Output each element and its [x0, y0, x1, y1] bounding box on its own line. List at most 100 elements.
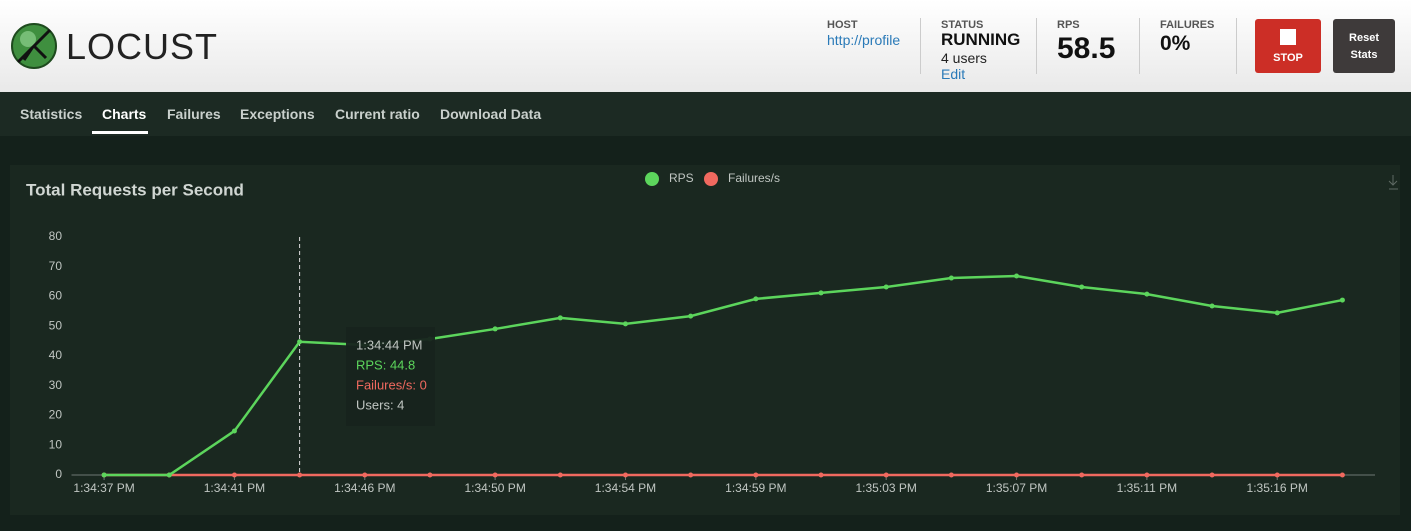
- y-tick-label: 50: [49, 318, 63, 332]
- data-point: [883, 284, 889, 290]
- data-point: [231, 472, 237, 478]
- status-value: RUNNING: [941, 30, 1021, 49]
- data-point: [1209, 303, 1215, 309]
- data-point: [101, 472, 107, 478]
- data-point: [1144, 291, 1150, 297]
- stop-icon: [1280, 29, 1296, 45]
- tooltip-box: [346, 327, 435, 426]
- legend-label: RPS: [669, 171, 694, 185]
- data-point: [883, 472, 889, 478]
- nav-bar: [0, 92, 1411, 136]
- x-tick-label: 1:35:03 PM: [856, 481, 917, 495]
- data-point: [688, 313, 694, 319]
- y-tick-label: 40: [49, 348, 63, 362]
- separator: [1036, 18, 1037, 74]
- nav-tab[interactable]: Charts: [92, 106, 148, 134]
- data-point: [297, 339, 303, 345]
- download-icon[interactable]: [1388, 175, 1398, 190]
- data-point: [1079, 472, 1085, 478]
- data-point: [557, 472, 563, 478]
- x-tick-label: 1:35:16 PM: [1247, 481, 1308, 495]
- data-point: [818, 472, 824, 478]
- x-tick-label: 1:34:37 PM: [73, 481, 134, 495]
- data-point: [492, 472, 498, 478]
- y-tick-label: 0: [55, 467, 62, 481]
- x-tick-label: 1:34:46 PM: [334, 481, 395, 495]
- reset-text: Reset Stats: [1349, 32, 1379, 61]
- tooltip-line: Users: 4: [356, 397, 404, 412]
- data-point: [1079, 284, 1085, 290]
- data-point: [753, 296, 759, 302]
- nav-tab[interactable]: Failures: [167, 106, 221, 122]
- rps-value: 58.5: [1057, 32, 1116, 65]
- x-tick-label: 1:35:07 PM: [986, 481, 1047, 495]
- x-tick-label: 1:34:59 PM: [725, 481, 786, 495]
- data-point: [622, 472, 628, 478]
- data-point: [362, 472, 368, 478]
- legend-marker: [645, 172, 659, 186]
- active-underline: [92, 131, 148, 134]
- rps-label: RPS: [1057, 19, 1080, 31]
- legend-label: Failures/s: [728, 171, 780, 185]
- data-point: [1014, 472, 1020, 478]
- data-point: [948, 275, 954, 281]
- header: LOCUST HOST http://profile STATUS RUNNIN…: [0, 0, 1411, 92]
- data-point: [1144, 472, 1150, 478]
- data-point: [231, 428, 237, 434]
- reset-button[interactable]: Reset Stats: [1333, 19, 1395, 73]
- stop-button[interactable]: STOP: [1255, 19, 1321, 73]
- data-point: [688, 472, 694, 478]
- data-point: [1274, 472, 1280, 478]
- chart-card: [10, 165, 1400, 515]
- nav-tab[interactable]: Download Data: [440, 106, 542, 122]
- chart-title: Total Requests per Second: [26, 180, 244, 199]
- nav-tab[interactable]: Exceptions: [240, 106, 315, 122]
- x-tick-label: 1:34:54 PM: [595, 481, 656, 495]
- data-point: [1274, 310, 1280, 316]
- data-point: [1014, 273, 1020, 279]
- data-point: [1339, 472, 1345, 478]
- x-tick-label: 1:35:11 PM: [1117, 481, 1177, 495]
- edit-link[interactable]: Edit: [941, 66, 966, 82]
- failures-value: 0%: [1160, 32, 1191, 55]
- chart: Total Requests per Second 0 10 20 30 40 50 60 7…: [26, 171, 1398, 495]
- data-point: [1209, 472, 1215, 478]
- separator: [1139, 18, 1140, 74]
- data-point: [297, 472, 303, 478]
- y-tick-label: 20: [49, 408, 63, 422]
- separator: [920, 18, 921, 74]
- host-label: HOST: [827, 19, 858, 31]
- host-value[interactable]: http://profile: [827, 32, 901, 48]
- y-tick-label: 10: [49, 437, 63, 451]
- series-line: [104, 274, 1343, 477]
- y-tick-label: 30: [49, 378, 63, 392]
- x-tick-label: 1:34:41 PM: [204, 481, 265, 495]
- data-point: [818, 290, 824, 296]
- tooltip-line: Failures/s: 0: [356, 377, 427, 392]
- y-tick-label: 70: [49, 259, 63, 273]
- tooltip-line: RPS: 44.8: [356, 357, 415, 372]
- users-count: 4 users: [941, 50, 987, 66]
- data-point: [1339, 297, 1345, 303]
- separator: [1236, 18, 1237, 74]
- y-tick-label: 60: [49, 289, 63, 303]
- tooltip-time: 1:34:44 PM: [356, 337, 423, 352]
- logo-text: LOCUST: [66, 26, 219, 67]
- data-point: [753, 472, 759, 478]
- data-point: [622, 321, 628, 327]
- failures-label: FAILURES: [1160, 19, 1215, 31]
- data-point: [948, 472, 954, 478]
- data-point: [492, 326, 498, 332]
- y-tick-label: 80: [49, 229, 63, 243]
- nav-tab[interactable]: Current ratio: [335, 106, 420, 122]
- data-point: [427, 472, 433, 478]
- legend-marker: [704, 172, 718, 186]
- nav-tab[interactable]: Statistics: [20, 106, 83, 122]
- stop-text: STOP: [1273, 52, 1303, 64]
- status-label: STATUS: [941, 19, 984, 31]
- data-point: [166, 472, 172, 478]
- data-point: [557, 315, 563, 321]
- logo-icon: [11, 23, 57, 69]
- tooltip: 1:34:44 PM RPS: 44.8 Failures/s: 0 Users: 4: [346, 327, 435, 426]
